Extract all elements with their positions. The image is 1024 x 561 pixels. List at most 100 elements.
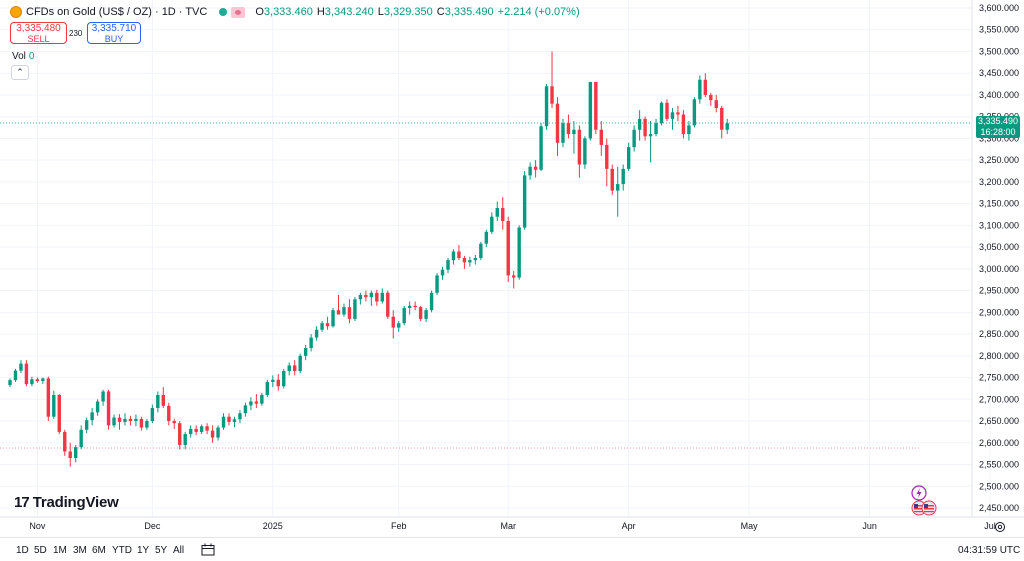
candle-body	[260, 394, 264, 404]
candle-body	[386, 292, 390, 317]
candle	[665, 99, 669, 122]
candle-body	[369, 292, 374, 298]
candle	[703, 73, 708, 98]
time-axis[interactable]: Nov Dec 2025 Feb Mar Apr May Jun Jul	[29, 521, 995, 531]
range-3m-button[interactable]: 3M	[73, 545, 87, 556]
volume-legend: Vol 0	[12, 51, 34, 62]
candle-body	[282, 371, 286, 387]
candle	[506, 216, 510, 282]
candle-body	[429, 292, 434, 311]
candle-body	[30, 379, 34, 385]
candle	[232, 416, 237, 428]
buy-button[interactable]: 3,335.710 BUY	[87, 22, 141, 44]
candle	[555, 97, 560, 156]
us-flag-events-icon-2[interactable]	[921, 500, 937, 516]
reference-lines	[0, 122, 972, 449]
candle-body	[238, 413, 242, 420]
candle	[473, 254, 478, 265]
price-tick-label: 3,050.000	[979, 242, 1019, 252]
candle	[632, 125, 636, 152]
tradingview-logo-mark: 17	[14, 494, 30, 511]
candle	[391, 310, 395, 339]
volume-label[interactable]: Vol	[12, 51, 26, 62]
candle	[462, 255, 467, 269]
price-tick-label: 2,550.000	[979, 460, 1019, 470]
candle	[457, 244, 461, 261]
symbol-title[interactable]: CFDs on Gold (US$ / OZ) · 1D · TVC	[26, 6, 208, 18]
candle-body	[46, 378, 51, 417]
candle	[380, 288, 384, 304]
price-tick-label: 3,500.000	[979, 46, 1019, 56]
candle-body	[698, 79, 702, 100]
open-label: O	[255, 6, 264, 18]
tradingview-logo[interactable]: 17 TradingView	[14, 494, 119, 511]
candle	[681, 110, 686, 139]
price-tick-label: 3,150.000	[979, 199, 1019, 209]
range-all-button[interactable]: All	[173, 545, 185, 556]
candle-body	[588, 81, 593, 139]
candle	[522, 171, 527, 230]
candle	[490, 212, 494, 235]
market-open-status-icon[interactable]	[219, 8, 228, 16]
candle	[282, 368, 286, 389]
candle-body	[522, 175, 527, 228]
range-1y-button[interactable]: 1Y	[137, 545, 150, 556]
candle-body	[457, 251, 461, 258]
candle	[172, 418, 176, 429]
candle-body	[654, 123, 658, 135]
candle-body	[659, 102, 664, 124]
change-value: +2.214 (+0.07%)	[497, 6, 580, 18]
candle-body	[462, 258, 467, 263]
candle	[725, 118, 729, 135]
candle	[161, 387, 165, 408]
candle-body	[74, 447, 78, 458]
candle-body	[566, 123, 571, 135]
price-tick-label: 2,500.000	[979, 481, 1019, 491]
candle-body	[632, 129, 636, 148]
candle	[139, 416, 144, 431]
range-1m-button[interactable]: 1M	[53, 545, 67, 556]
candle-body	[583, 138, 587, 165]
range-5d-button[interactable]: 5D	[34, 545, 47, 556]
calendar-icon[interactable]	[201, 543, 215, 556]
range-5y-button[interactable]: 5Y	[155, 545, 168, 556]
price-tick-label: 2,900.000	[979, 307, 1019, 317]
candle-body	[375, 292, 379, 302]
price-tick-label: 3,550.000	[979, 25, 1019, 35]
candle-body	[550, 86, 554, 104]
candle-body	[194, 428, 198, 432]
price-tick-label: 3,100.000	[979, 220, 1019, 230]
candle	[643, 116, 647, 141]
candle-body	[309, 337, 313, 348]
candle	[243, 402, 248, 417]
utc-clock[interactable]: 04:31:59 UTC	[958, 545, 1021, 556]
range-1d-button[interactable]: 1D	[16, 545, 29, 556]
candle-body	[216, 427, 220, 438]
candle-body	[506, 221, 510, 276]
candle-body	[35, 379, 40, 382]
market-badge-icon[interactable]	[231, 6, 246, 18]
candle-body	[358, 294, 363, 300]
collapse-legend-button[interactable]: ⌃	[11, 65, 29, 80]
gear-icon[interactable]	[994, 521, 1006, 533]
candle	[112, 414, 116, 428]
candle	[577, 125, 582, 178]
high-label: H	[316, 6, 325, 18]
lightning-icon[interactable]	[911, 485, 927, 501]
sell-button[interactable]: 3,335.480 SELL	[10, 22, 67, 44]
candle	[293, 360, 297, 376]
candle	[128, 415, 133, 426]
time-tick-label: Mar	[500, 521, 516, 531]
range-6m-button[interactable]: 6M	[92, 545, 106, 556]
price-axis[interactable]: 3,600.000 3,550.000 3,500.000 3,450.000 3,40…	[979, 3, 1019, 513]
candle-body	[479, 243, 483, 258]
candle-body	[112, 417, 116, 426]
candle	[150, 404, 155, 424]
candle-body	[594, 81, 598, 130]
candle	[216, 425, 220, 441]
candle-body	[84, 420, 89, 430]
range-ytd-button[interactable]: YTD	[112, 545, 132, 556]
price-tick-label: 3,250.000	[979, 155, 1019, 165]
gold-symbol-icon	[10, 6, 22, 18]
